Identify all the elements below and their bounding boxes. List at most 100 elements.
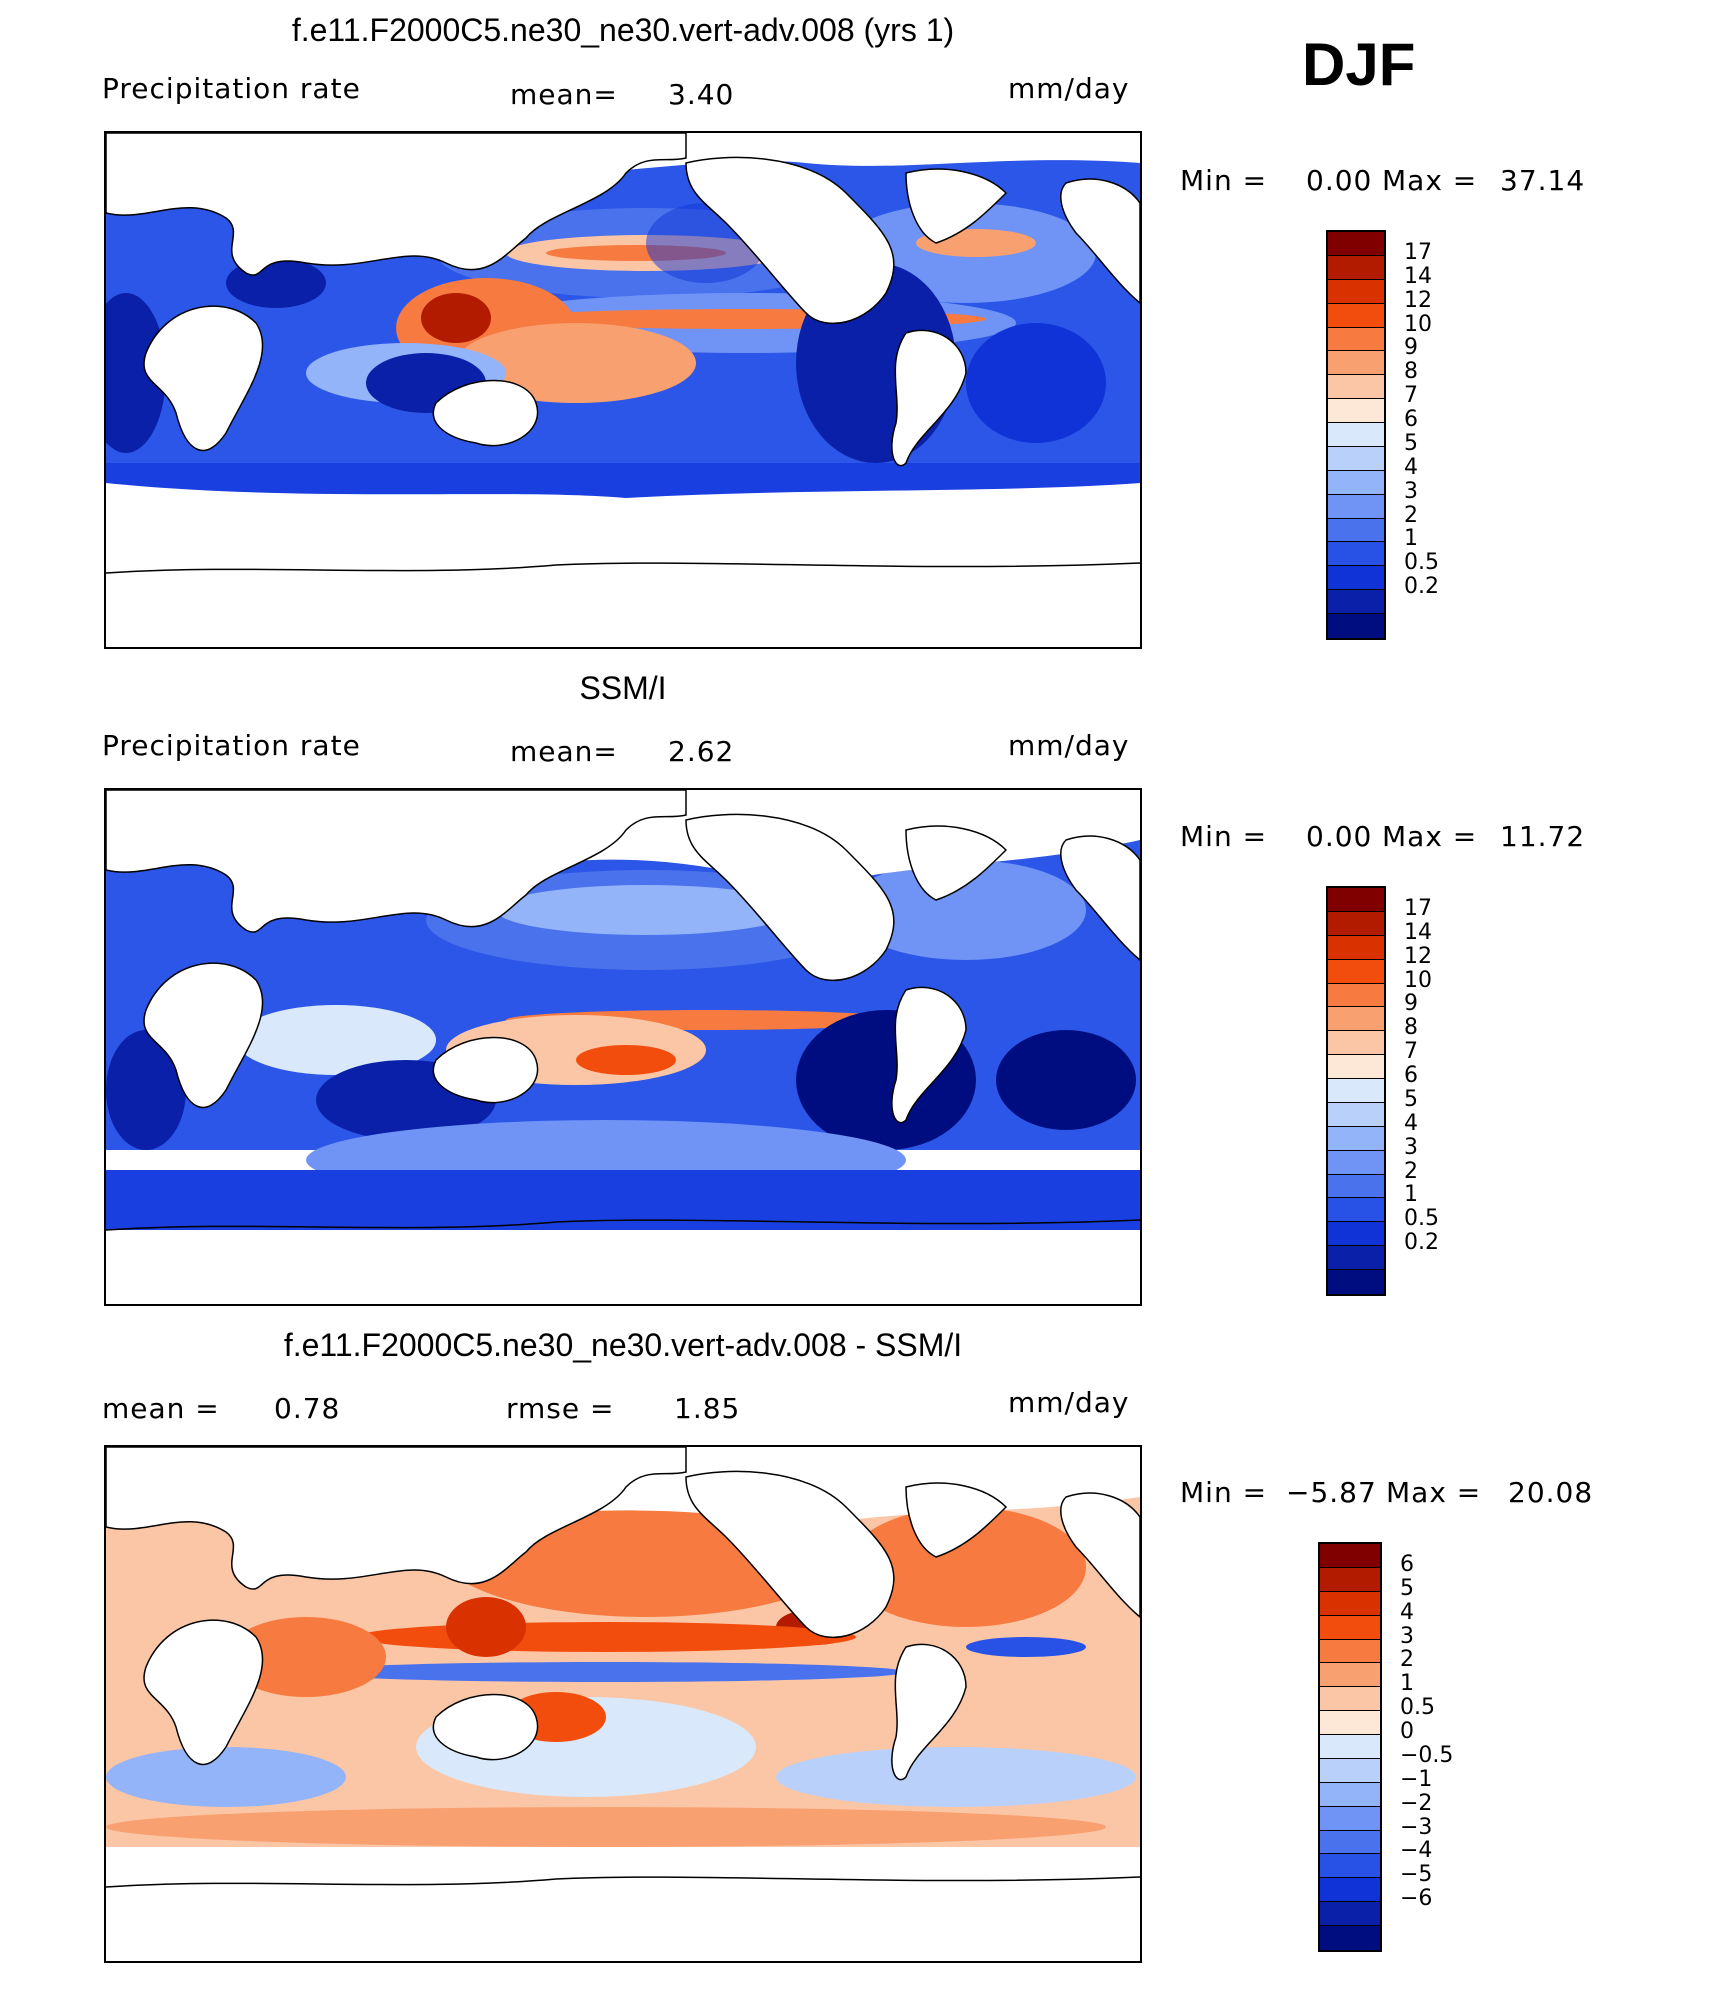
- panel-1-field-label: Precipitation rate: [102, 72, 361, 105]
- panel-2-field-label: Precipitation rate: [102, 729, 361, 762]
- panel-3-map-field: [106, 1447, 1140, 1961]
- colorbar-tick-label: 1: [1404, 526, 1418, 552]
- colorbar-tick-label: −5: [1400, 1862, 1433, 1888]
- panel-2-min-value: 0.00: [1306, 820, 1373, 853]
- colorbar-segment: [1328, 911, 1384, 936]
- colorbar-tick-label: 10: [1404, 967, 1432, 993]
- panel-1-title: f.e11.F2000C5.ne30_ne30.vert-adv.008 (yr…: [291, 12, 955, 48]
- colorbar-segment: [1320, 1591, 1380, 1616]
- colorbar-tick-label: 17: [1404, 895, 1432, 921]
- colorbar-segment: [1328, 1198, 1384, 1223]
- colorbar-segment: [1328, 1150, 1384, 1175]
- panel-2-map-field: [106, 790, 1140, 1304]
- colorbar-segment: [1328, 542, 1384, 567]
- panel-2-mean-value: 2.62: [668, 735, 735, 768]
- colorbar-tick-label: 5: [1404, 430, 1418, 456]
- colorbar-segment: [1328, 1174, 1384, 1199]
- colorbar-tick-label: 3: [1400, 1623, 1414, 1649]
- colorbar-segment: [1328, 1102, 1384, 1127]
- colorbar-segment: [1320, 1544, 1380, 1568]
- colorbar-segment: [1328, 423, 1384, 447]
- colorbar-segment: [1328, 470, 1384, 495]
- colorbar-tick-label: 0.2: [1404, 1230, 1439, 1256]
- colorbar-segment: [1328, 935, 1384, 960]
- colorbar-segment: [1320, 1758, 1380, 1783]
- panel-1-map-field: [106, 133, 1140, 647]
- colorbar-tick-label: −6: [1400, 1886, 1433, 1912]
- colorbar-segment: [1320, 1711, 1380, 1735]
- colorbar-tick-label: 0: [1400, 1719, 1414, 1745]
- panel-1-min-label: Min =: [1180, 164, 1268, 197]
- colorbar-tick-label: 10: [1404, 311, 1432, 337]
- panel-3-colorbar: [1318, 1542, 1382, 1952]
- panel-3-map: [104, 1445, 1142, 1963]
- panel-3-title: f.e11.F2000C5.ne30_ne30.vert-adv.008 - S…: [283, 1327, 963, 1363]
- colorbar-segment: [1328, 232, 1384, 256]
- colorbar-segment: [1328, 959, 1384, 984]
- panel-3-max-value: 20.08: [1508, 1476, 1594, 1509]
- colorbar-tick-label: 6: [1404, 407, 1418, 433]
- colorbar-segment: [1320, 1878, 1380, 1903]
- colorbar-segment: [1328, 590, 1384, 614]
- colorbar-segment: [1328, 1007, 1384, 1032]
- panel-1-min-value: 0.00: [1306, 164, 1373, 197]
- colorbar-tick-label: −2: [1400, 1790, 1433, 1816]
- colorbar-segment: [1328, 1126, 1384, 1151]
- colorbar-segment: [1328, 888, 1384, 912]
- colorbar-segment: [1320, 1687, 1380, 1712]
- panel-2-max-label: Max =: [1382, 820, 1478, 853]
- colorbar-tick-label: 12: [1404, 287, 1432, 313]
- colorbar-segment: [1320, 1663, 1380, 1688]
- colorbar-segment: [1328, 614, 1384, 638]
- colorbar-tick-label: 6: [1400, 1551, 1414, 1577]
- panel-1-units: mm/day: [1008, 72, 1130, 105]
- colorbar-segment: [1320, 1567, 1380, 1592]
- colorbar-tick-label: 1: [1400, 1671, 1414, 1697]
- colorbar-segment: [1328, 1055, 1384, 1079]
- panel-2-title: SSM/I: [579, 670, 667, 706]
- colorbar-tick-label: 1: [1404, 1182, 1418, 1208]
- colorbar-segment: [1320, 1902, 1380, 1926]
- colorbar-tick-label: 3: [1404, 1134, 1418, 1160]
- panel-1-mean-label: mean=: [510, 78, 618, 111]
- colorbar-tick-label: 4: [1400, 1599, 1414, 1625]
- colorbar-segment: [1320, 1830, 1380, 1855]
- panel-3-rmse-value: 1.85: [674, 1392, 741, 1425]
- colorbar-segment: [1320, 1926, 1380, 1950]
- colorbar-segment: [1320, 1782, 1380, 1807]
- colorbar-segment: [1328, 566, 1384, 591]
- panel-3-mean-value: 0.78: [274, 1392, 341, 1425]
- colorbar-tick-label: 2: [1400, 1647, 1414, 1673]
- colorbar-tick-label: 6: [1404, 1063, 1418, 1089]
- season-label: DJF: [1302, 31, 1416, 98]
- panel-3-max-label: Max =: [1386, 1476, 1482, 1509]
- colorbar-segment: [1328, 494, 1384, 519]
- colorbar-segment: [1328, 1031, 1384, 1056]
- colorbar-tick-label: 17: [1404, 239, 1432, 265]
- colorbar-segment: [1328, 983, 1384, 1008]
- panel-1-colorbar: [1326, 230, 1386, 640]
- colorbar-tick-label: 4: [1404, 454, 1418, 480]
- colorbar-tick-label: 8: [1404, 359, 1418, 385]
- panel-2-colorbar: [1326, 886, 1386, 1296]
- colorbar-tick-label: 14: [1404, 919, 1432, 945]
- colorbar-segment: [1328, 375, 1384, 400]
- colorbar-segment: [1328, 1222, 1384, 1247]
- colorbar-tick-label: 4: [1404, 1110, 1418, 1136]
- colorbar-tick-label: 5: [1404, 1086, 1418, 1112]
- panel-2-mean-label: mean=: [510, 735, 618, 768]
- colorbar-tick-label: 7: [1404, 383, 1418, 409]
- panel-3-min-label: Min =: [1180, 1476, 1268, 1509]
- panel-2-max-value: 11.72: [1500, 820, 1586, 853]
- colorbar-tick-label: 9: [1404, 335, 1418, 361]
- colorbar-tick-label: 2: [1404, 502, 1418, 528]
- colorbar-tick-label: 5: [1400, 1575, 1414, 1601]
- colorbar-tick-label: −3: [1400, 1814, 1433, 1840]
- colorbar-tick-label: 8: [1404, 1015, 1418, 1041]
- panel-1-map: [104, 131, 1142, 649]
- panel-2-min-label: Min =: [1180, 820, 1268, 853]
- colorbar-segment: [1328, 1246, 1384, 1270]
- colorbar-tick-label: 0.5: [1404, 1206, 1439, 1232]
- colorbar-segment: [1328, 1270, 1384, 1294]
- panel-3-mean-label: mean =: [102, 1392, 220, 1425]
